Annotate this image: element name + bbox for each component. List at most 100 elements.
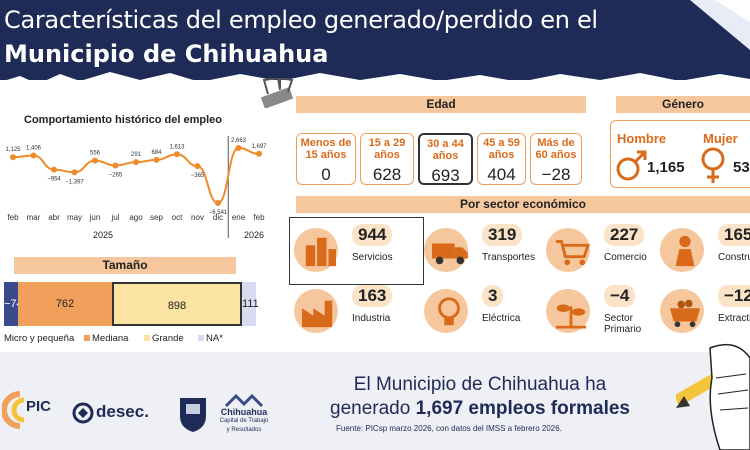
data-point [92, 157, 98, 164]
desec-logo-text: desec. [96, 402, 149, 421]
data-label: 291 [131, 152, 142, 158]
data-point [235, 145, 242, 151]
hombre-label: Hombre [617, 131, 667, 146]
tamano-title: Tamaño [14, 257, 236, 274]
sector-name: Transportes [482, 252, 535, 263]
footer-line1: El Municipio de Chihuahua ha [353, 374, 607, 395]
sector-item: 163 Industria [294, 283, 419, 341]
legend-swatch [144, 335, 150, 341]
legend-swatch [84, 335, 90, 341]
historico-panel: Comportamiento histórico del empleo 1,12… [0, 108, 285, 248]
edad-card-label: Más de 60 años [535, 137, 577, 161]
tamano-legend: Micro y pequeña Mediana Grande NA* [4, 333, 294, 345]
sector-name: Constru [718, 252, 750, 263]
edad-card-value: −28 [541, 165, 571, 184]
edad-card: Más de 60 años −28 [530, 133, 582, 185]
header-title-line2: Municipio de Chihuahua [4, 40, 329, 68]
sector-value: 944 [352, 224, 393, 246]
data-label: −265 [109, 172, 123, 178]
sector-item: 165 Constru [660, 222, 750, 280]
edad-card-value: 628 [372, 165, 402, 184]
mujer-value: 53 [733, 159, 750, 176]
x-tick-label: ago [129, 213, 143, 222]
edad-title: Edad [296, 96, 586, 113]
chihuahua-logo-icon [224, 393, 264, 408]
header-title-line1: Características del empleo generado/perd… [4, 6, 598, 34]
binder-clip-icon [260, 78, 294, 109]
historico-line-chart: 1,125 feb 1,406 mar −954 abr −1,397 may 556 jun −2… [5, 136, 267, 238]
data-label: −1,397 [65, 179, 84, 185]
sector-name: Sector Primario [604, 313, 642, 335]
edad-card-label: 30 a 44 años [427, 138, 464, 162]
legend-label: Mediana [92, 333, 129, 344]
hand-pencil-icon [676, 343, 750, 450]
genero-card: Hombre 1,165 Mujer 53 [610, 120, 750, 188]
sector-name: Comercio [604, 252, 647, 263]
x-tick-label: sep [150, 213, 163, 222]
legend-swatch [198, 335, 204, 341]
data-point [256, 150, 262, 157]
data-point [174, 151, 180, 158]
year-2026-label: 2026 [244, 230, 265, 240]
mine-cart-icon [669, 299, 701, 328]
legend-label: NA* [206, 333, 223, 344]
x-tick-label: may [67, 213, 82, 222]
x-tick-label: feb [7, 213, 19, 222]
data-label: 2,663 [231, 138, 247, 144]
data-label: 1,697 [251, 144, 267, 150]
edad-card: 15 a 29 años 628 [360, 133, 414, 185]
pic-logo-icon [2, 391, 25, 429]
sector-item: 227 Comercio [546, 222, 671, 280]
sector-item: −120 Extracti [660, 283, 750, 341]
edad-card-label: 15 a 29 años [368, 137, 406, 161]
edad-card-value: 404 [487, 165, 516, 184]
data-label: −365 [191, 173, 205, 179]
sector-item: 319 Transportes [424, 222, 549, 280]
edad-card-value: 693 [431, 166, 460, 185]
data-label: −954 [47, 177, 61, 183]
desec-logo-icon [72, 402, 94, 424]
x-tick-label: ene [232, 213, 246, 222]
data-label: −6,541 [209, 210, 228, 216]
sector-item: 944 Servicios [289, 217, 424, 285]
data-point [30, 152, 37, 159]
lightbulb-icon [438, 297, 460, 326]
data-point [51, 166, 57, 173]
data-point [71, 169, 78, 176]
pic-logo-text: PIC [26, 398, 52, 415]
x-tick-label: jul [110, 213, 119, 222]
tamano-stacked-bar: −74 762 898 111 [4, 282, 259, 326]
edad-card: Menos de 15 años 0 [296, 133, 356, 185]
data-label: 1,406 [26, 146, 42, 152]
sector-value: 319 [482, 224, 523, 246]
edad-card-value: 0 [321, 165, 331, 184]
x-tick-label: feb [253, 213, 265, 222]
chihuahua-logo-sub1: Capital de Trabajo [219, 418, 269, 424]
truck-icon [432, 243, 468, 265]
sector-value: 165 [718, 224, 750, 246]
sector-name: Industria [352, 313, 391, 324]
header: Características del empleo generado/perd… [0, 0, 750, 80]
mujer-label: Mujer [703, 131, 738, 146]
edad-card: 30 a 44 años 693 [418, 133, 473, 185]
male-symbol-icon [616, 150, 647, 181]
x-tick-label: jun [89, 213, 101, 222]
shopping-cart-icon [555, 240, 590, 266]
decorative-triangles [690, 0, 750, 50]
edad-card-label: Menos de 15 años [300, 137, 352, 161]
data-label: 556 [90, 151, 101, 157]
x-tick-label: mar [27, 213, 41, 222]
sector-value: 163 [352, 285, 393, 307]
hombre-value: 1,165 [647, 159, 685, 176]
coat-of-arms-icon [180, 398, 206, 432]
sector-value: 3 [482, 285, 504, 307]
edad-card: 45 a 59 años 404 [477, 133, 526, 185]
x-tick-label: nov [191, 213, 204, 222]
data-label: 1,125 [5, 147, 21, 153]
factory-icon [302, 300, 333, 328]
legend-label: Grande [152, 333, 184, 344]
chihuahua-logo-sub2: y Resultados [226, 427, 262, 433]
chihuahua-logo: Chihuahua Capital de Trabajo y Resultado… [214, 393, 274, 435]
sector-name: Eléctrica [482, 313, 521, 324]
data-point [133, 159, 139, 166]
